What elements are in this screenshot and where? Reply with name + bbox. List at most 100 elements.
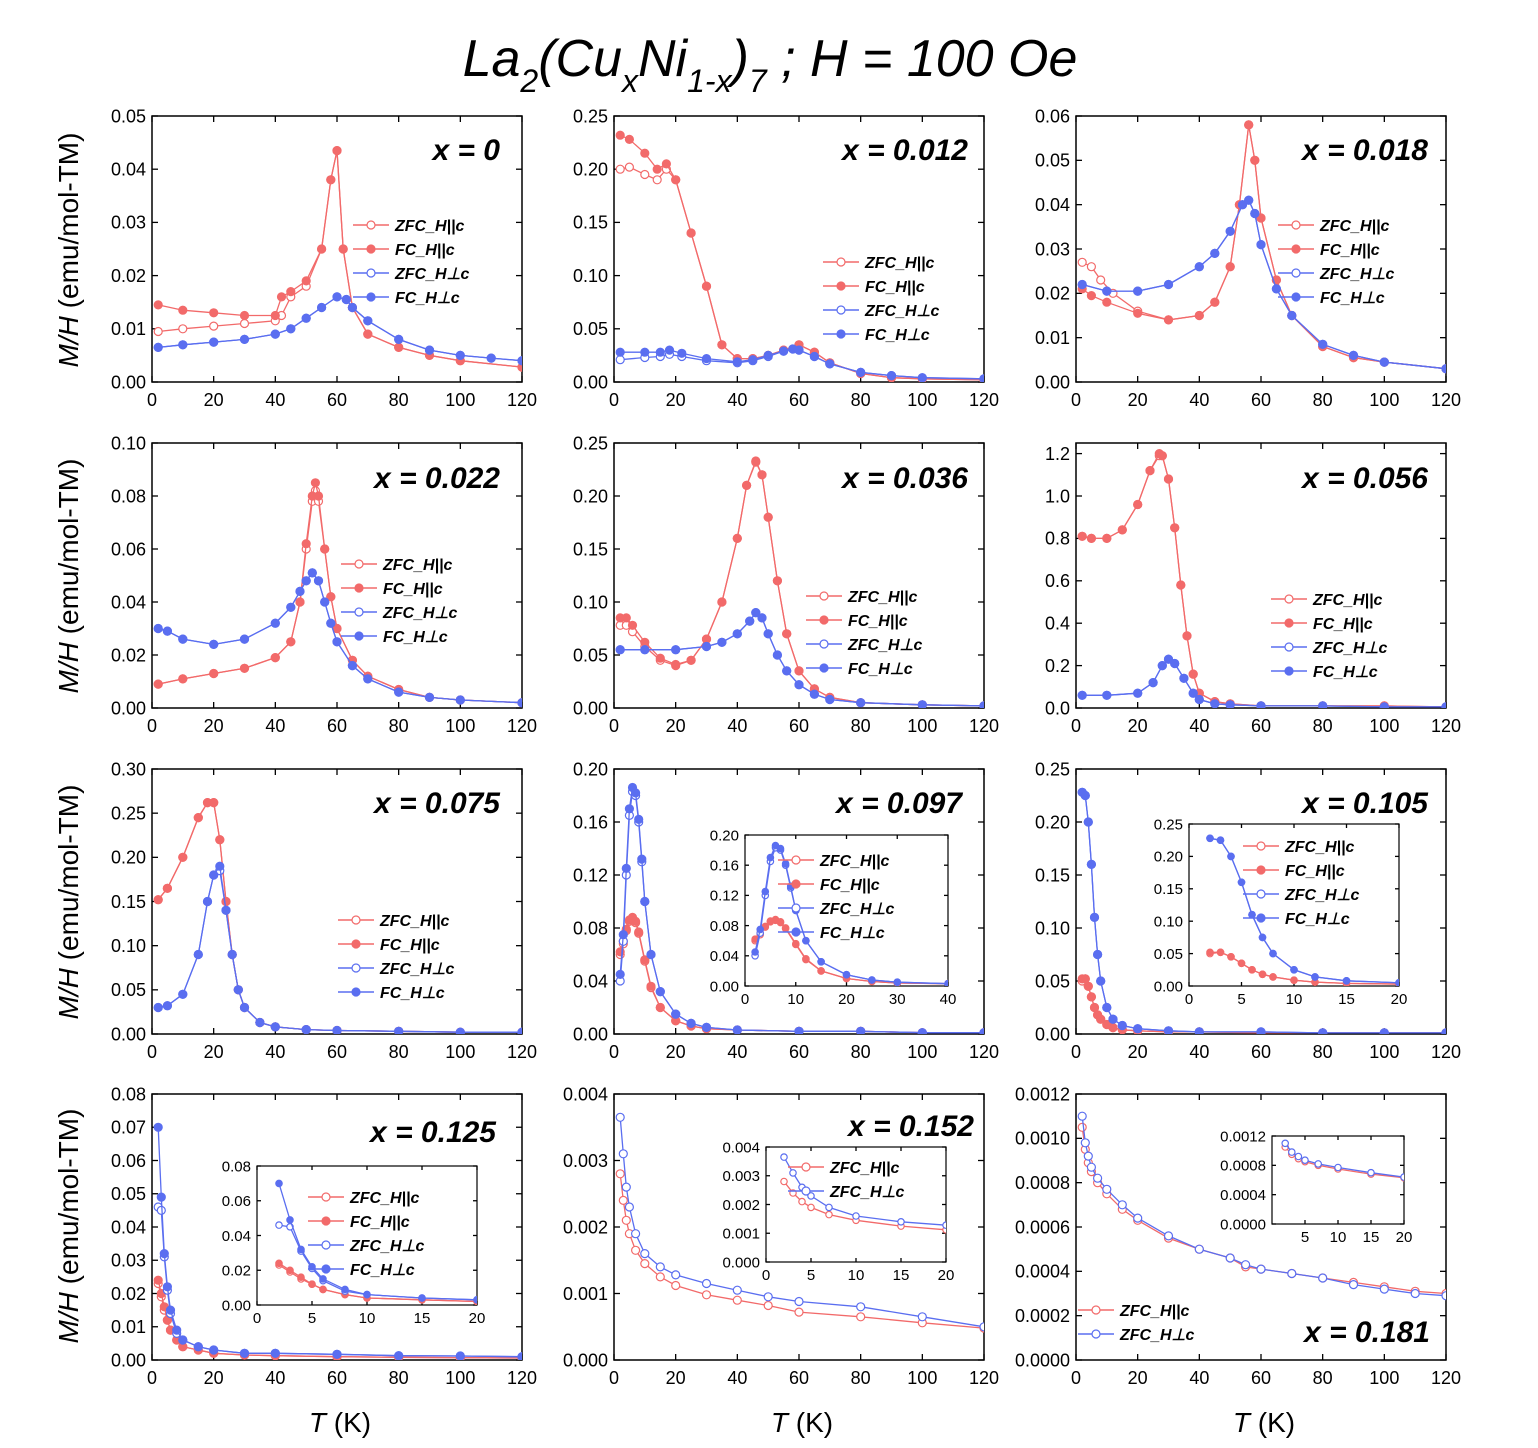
panel-3-point [1163,315,1174,325]
panel-11-x-tick-label: 60 [789,1368,809,1388]
panel-5-point [856,698,866,708]
panel-5-line-FC_Hperpc [620,611,984,707]
panel-9-x-tick-label: 80 [1313,1042,1333,1062]
panel-5-point [979,701,984,708]
panel-8-inset-point [766,853,775,862]
panel-7-point [202,896,213,907]
panel-10-x-tick-label: 20 [204,1368,224,1388]
panel-8-point [856,1026,866,1034]
panel-1-point [270,329,280,339]
panel-7-x-tick-label: 80 [389,1042,409,1062]
panel-10-inset-y-tick-label: 0.00 [222,1297,251,1314]
panel-3-point [1163,279,1174,290]
panel-11-point [640,1248,650,1259]
panel-5-point [615,645,625,655]
panel-2-point [794,345,804,355]
panel-10-x-tick-label: 100 [445,1368,475,1388]
panel-11-point [763,1292,773,1302]
panel-12-x-tick-label: 20 [1128,1368,1148,1388]
panel-2-x-tick-label: 40 [727,390,747,410]
panel-5-point [621,613,631,623]
panel-7-x-tick-label: 120 [507,1042,537,1062]
panel-5-line-ZFC_Hperpc [620,611,984,707]
panel-12-point [1318,1273,1328,1283]
panel-4-point [295,597,305,607]
panel-6-x-tick-label: 40 [1189,716,1209,736]
panel-12-point [1102,1184,1112,1194]
panel-12-point [1287,1268,1297,1279]
panel-4-line-ZFC_Hperpc [158,571,522,704]
panel-10-inset-x-tick-label: 15 [414,1310,431,1327]
panel-6-point [1441,702,1446,708]
panel-5-x-tick-label: 120 [969,716,999,736]
panel-12-point [1083,1151,1093,1161]
panel-9-x-tick-label: 40 [1189,1042,1209,1062]
panel-12-inset-y-tick-label: 0.0012 [1220,1128,1266,1145]
panel-3-point [1256,213,1266,223]
panel-1-legend-label: ZFC_H||c [394,218,465,235]
panel-10-legend-marker [321,1192,331,1202]
panel-8-inset-x-tick-label: 40 [940,991,957,1008]
panel-6-point [1133,499,1143,510]
panel-5-x-tick-label: 100 [907,716,937,736]
panel-7-point [153,1002,163,1013]
panel-8-legend-label: FC_H||c [820,877,880,894]
panel-7-point [162,1001,172,1011]
panel-5-legend-label: ZFC_H⊥c [847,637,922,654]
panel-8-inset-y-tick-label: 0.08 [710,918,739,935]
panel-4-point [307,568,317,578]
panel-1-y-tick-label: 0.02 [111,266,146,286]
panel-6-point [1077,690,1087,700]
panel-6-point [1182,631,1192,641]
panel-1-point [394,334,404,344]
panel-12-y-tick-label: 0.0006 [1015,1217,1070,1237]
panel-8-y-tick-label: 0.16 [573,812,608,832]
panel-5-x-tick-label: 20 [666,716,686,736]
panel-9-x-tick-label: 0 [1071,1042,1081,1062]
panel-9-legend-marker [1256,865,1266,875]
panel-11-composition-label: x = 0.152 [846,1110,974,1143]
panel-12-legend: ZFC_H||c ZFC_H⊥c [1078,1303,1194,1344]
panel-5-x-tick-label: 80 [851,716,871,736]
panel-11-x-tick-label: 0 [609,1368,619,1388]
panel-5-point [917,700,927,708]
panel-9-inset-y-tick-label: 0.15 [1154,881,1183,898]
panel-4-legend: ZFC_H||c FC_H||c ZFC_H⊥c FC_H⊥c [341,557,457,646]
panel-3-x-tick-label: 100 [1369,390,1399,410]
panel-8-point [630,916,641,927]
panel-6-y-tick-label: 1.0 [1045,486,1070,506]
panel-5-point [686,655,696,665]
panel-9-inset-x-tick-label: 0 [1185,991,1193,1008]
panel-6-x-tick-label: 0 [1071,716,1081,736]
panel-11-point [856,1312,866,1322]
panel-12-x-tick-label: 100 [1369,1368,1399,1388]
panel-11-inset-x-tick-label: 10 [848,1267,865,1284]
panel-1-point [424,345,435,355]
panel-9-composition-label: x = 0.105 [1300,787,1429,820]
panel-5-point [640,637,650,647]
panel-8-point [917,1028,927,1034]
panel-9-point [1092,949,1103,960]
panel-12-inset-point [1281,1139,1290,1148]
panel-12-point [1092,1173,1103,1183]
panel-2-point [652,164,662,174]
panel-2-y-tick-label: 0.20 [573,160,608,180]
panel-6-point [1379,702,1389,708]
panel-7-legend-label: FC_H⊥c [380,985,445,1002]
panel-1-legend: ZFC_H||c FC_H||c ZFC_H⊥c FC_H⊥c [353,218,469,307]
panel-11-point [621,1215,631,1225]
panel-11-inset-y-tick-label: 0.001 [722,1226,760,1243]
panel-6-point [1145,466,1155,476]
panel-2-y-tick-label: 0.05 [573,319,608,339]
panel-1-point [455,350,465,360]
panel-10-point [239,1348,250,1358]
panel-10-inset-point [275,1259,283,1268]
panel-3-point [1194,262,1204,272]
panel-1-legend-marker [366,220,376,230]
panel-1-point [153,326,163,337]
panel-12-inset-y-tick-label: 0.0004 [1220,1187,1266,1204]
panel-8-point [618,929,628,940]
panel-7-composition-label: x = 0.075 [372,787,501,820]
panel-12-inset-x-tick-label: 10 [1330,1229,1347,1246]
panel-7-y-tick-label: 0.15 [111,892,146,912]
